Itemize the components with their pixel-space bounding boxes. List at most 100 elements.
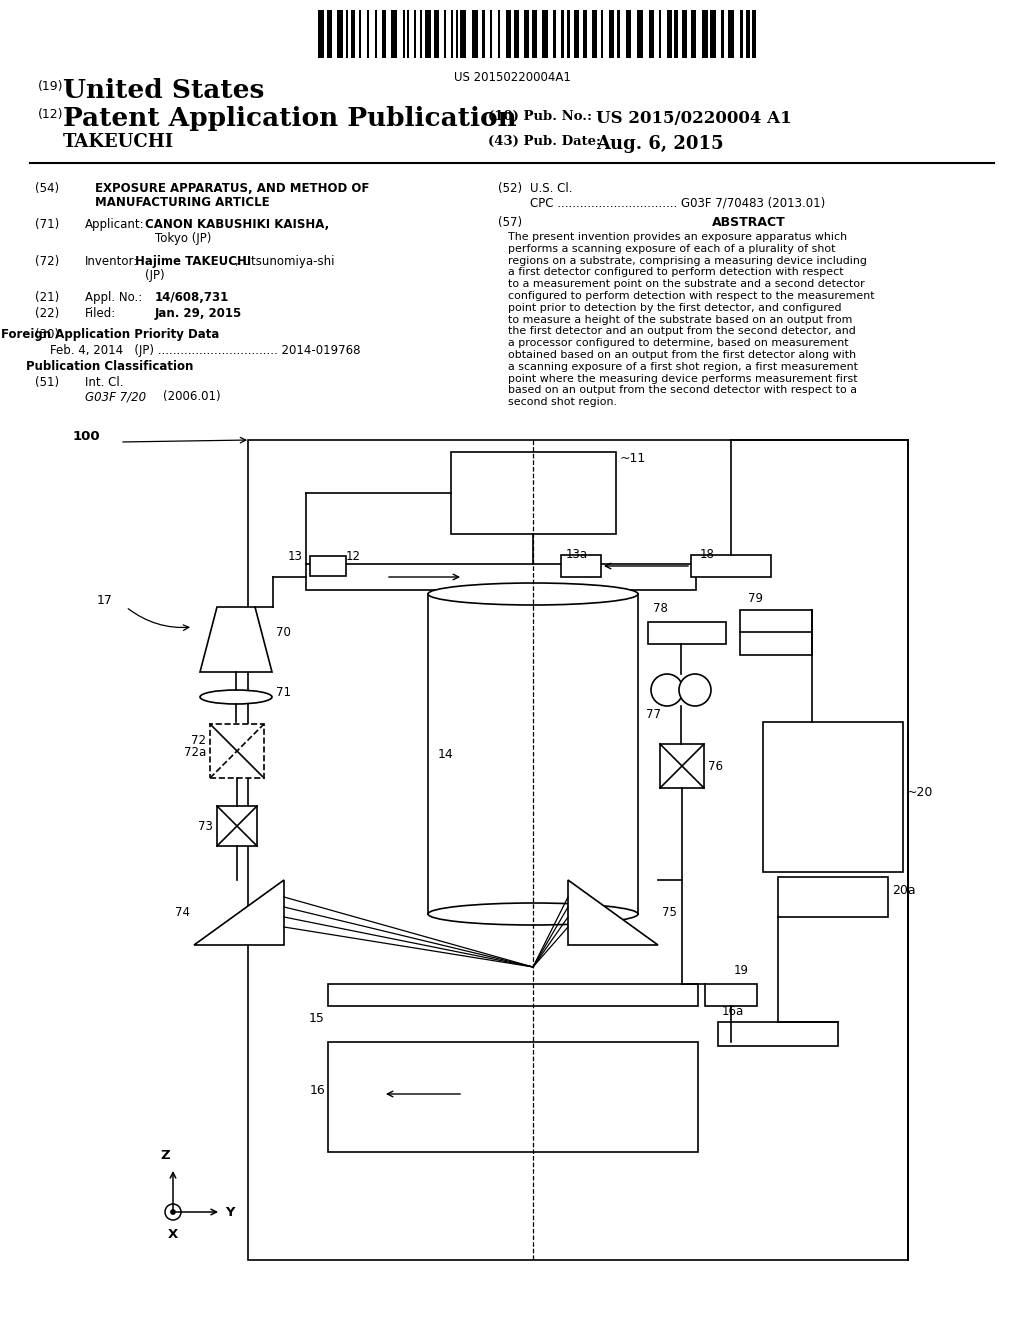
Bar	[752, 11, 756, 58]
Text: regions on a substrate, comprising a measuring device including: regions on a substrate, comprising a mea…	[508, 256, 867, 265]
Text: ABSTRACT: ABSTRACT	[712, 216, 785, 228]
Text: to measure a height of the substrate based on an output from: to measure a height of the substrate bas…	[508, 314, 852, 325]
Bar	[444, 11, 446, 58]
Bar	[659, 11, 662, 58]
Bar	[649, 11, 654, 58]
Bar	[710, 11, 716, 58]
Bar	[472, 11, 478, 58]
Text: MANUFACTURING ARTICLE: MANUFACTURING ARTICLE	[95, 195, 269, 209]
Text: (51): (51)	[35, 376, 59, 389]
Text: 12: 12	[346, 550, 361, 564]
Text: 13a: 13a	[566, 548, 588, 561]
Text: Feb. 4, 2014   (JP) ................................ 2014-019768: Feb. 4, 2014 (JP) ......................…	[50, 345, 360, 356]
Bar	[359, 11, 361, 58]
Text: based on an output from the second detector with respect to a: based on an output from the second detec…	[508, 385, 857, 396]
Text: 17: 17	[97, 594, 113, 606]
Text: (12): (12)	[38, 108, 63, 121]
Text: Hajime TAKEUCHI: Hajime TAKEUCHI	[135, 255, 251, 268]
Bar	[524, 11, 529, 58]
Bar	[553, 11, 556, 58]
Text: 78: 78	[653, 602, 668, 615]
Text: 18: 18	[700, 548, 715, 561]
Bar	[542, 11, 548, 58]
Text: (54): (54)	[35, 182, 59, 195]
Bar	[498, 11, 500, 58]
Text: 71: 71	[276, 685, 291, 698]
Text: 73: 73	[198, 820, 213, 833]
Bar	[674, 11, 678, 58]
Text: X: X	[168, 1228, 178, 1241]
Text: a first detector configured to perform detection with respect: a first detector configured to perform d…	[508, 268, 844, 277]
Text: 20a: 20a	[892, 883, 915, 896]
Text: 79: 79	[748, 591, 763, 605]
Bar	[740, 610, 812, 655]
Bar	[456, 11, 458, 58]
Text: a processor configured to determine, based on measurement: a processor configured to determine, bas…	[508, 338, 849, 348]
Bar	[667, 11, 672, 58]
Text: (52): (52)	[498, 182, 522, 195]
Bar	[346, 11, 348, 58]
Bar	[609, 11, 614, 58]
Bar	[746, 11, 750, 58]
Text: 75: 75	[662, 906, 677, 919]
Bar	[763, 722, 903, 873]
Ellipse shape	[428, 903, 638, 925]
Text: Appl. No.:: Appl. No.:	[85, 290, 142, 304]
Bar	[337, 11, 343, 58]
Polygon shape	[194, 880, 284, 945]
Bar	[318, 11, 324, 58]
Text: (19): (19)	[38, 81, 63, 92]
Text: Y: Y	[225, 1205, 234, 1218]
Text: US 20150220004A1: US 20150220004A1	[454, 71, 570, 84]
Bar	[382, 11, 386, 58]
Text: 74: 74	[175, 906, 190, 919]
Bar	[482, 11, 485, 58]
Text: TAKEUCHI: TAKEUCHI	[63, 133, 174, 150]
Text: second shot region.: second shot region.	[508, 397, 616, 407]
Bar	[702, 11, 708, 58]
Text: 72: 72	[191, 734, 206, 747]
Bar	[583, 11, 587, 58]
Bar	[728, 11, 734, 58]
Ellipse shape	[200, 690, 272, 704]
Bar	[248, 440, 908, 1261]
Text: 13: 13	[288, 550, 303, 564]
Bar	[210, 723, 264, 777]
Text: CPC ................................ G03F 7/70483 (2013.01): CPC ................................ G03…	[530, 195, 825, 209]
Text: point where the measuring device performs measurement first: point where the measuring device perform…	[508, 374, 858, 384]
Bar	[626, 11, 631, 58]
Text: (10) Pub. No.:: (10) Pub. No.:	[488, 110, 592, 123]
Bar	[721, 11, 724, 58]
Bar	[328, 983, 698, 1006]
Text: U.S. Cl.: U.S. Cl.	[530, 182, 572, 195]
Bar	[682, 11, 687, 58]
Bar	[691, 554, 771, 577]
Bar	[705, 983, 757, 1006]
Bar	[778, 876, 888, 917]
Bar	[460, 11, 466, 58]
Text: the first detector and an output from the second detector, and: the first detector and an output from th…	[508, 326, 856, 337]
Text: Publication Classification: Publication Classification	[27, 360, 194, 374]
Text: United States: United States	[63, 78, 264, 103]
Text: 16a: 16a	[722, 1005, 744, 1018]
Text: obtained based on an output from the first detector along with: obtained based on an output from the fir…	[508, 350, 856, 360]
Bar	[428, 594, 638, 913]
Text: Patent Application Publication: Patent Application Publication	[63, 106, 517, 131]
Text: Jan. 29, 2015: Jan. 29, 2015	[155, 308, 243, 319]
Bar	[740, 11, 743, 58]
Text: 14/608,731: 14/608,731	[155, 290, 229, 304]
Bar	[367, 11, 369, 58]
Bar	[327, 11, 332, 58]
Bar	[425, 11, 431, 58]
Text: ~20: ~20	[907, 785, 933, 799]
Bar	[420, 11, 422, 58]
Bar	[451, 11, 453, 58]
Text: , Utsunomiya-shi: , Utsunomiya-shi	[234, 255, 335, 268]
Bar	[414, 11, 416, 58]
Text: 19: 19	[734, 964, 749, 977]
Bar	[306, 564, 696, 590]
Text: 15: 15	[309, 1012, 325, 1026]
Bar	[310, 556, 346, 576]
Text: (57): (57)	[498, 216, 522, 228]
Bar	[592, 11, 597, 58]
